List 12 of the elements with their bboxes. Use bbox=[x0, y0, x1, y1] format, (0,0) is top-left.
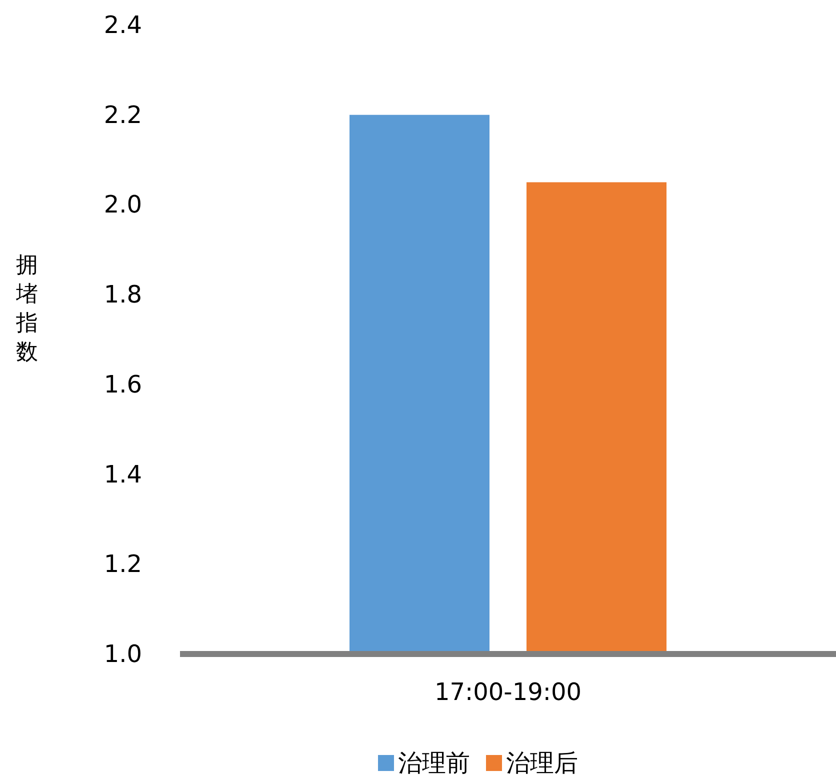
legend-label: 治理前 bbox=[398, 749, 470, 775]
y-tick-label: 1.8 bbox=[104, 280, 142, 309]
x-tick-label: 17:00-19:00 bbox=[434, 678, 582, 706]
y-tick-label: 2.2 bbox=[104, 100, 142, 129]
y-tick-label: 2.4 bbox=[104, 11, 142, 39]
y-tick-label: 1.0 bbox=[104, 640, 142, 668]
y-tick-label: 1.4 bbox=[104, 460, 142, 488]
y-axis-title: 拥堵指数 bbox=[15, 253, 38, 365]
y-tick-label: 1.2 bbox=[104, 550, 142, 578]
legend-label: 治理后 bbox=[506, 749, 578, 775]
y-tick-label: 2.0 bbox=[104, 190, 142, 219]
y-tick-label: 1.6 bbox=[104, 370, 142, 398]
